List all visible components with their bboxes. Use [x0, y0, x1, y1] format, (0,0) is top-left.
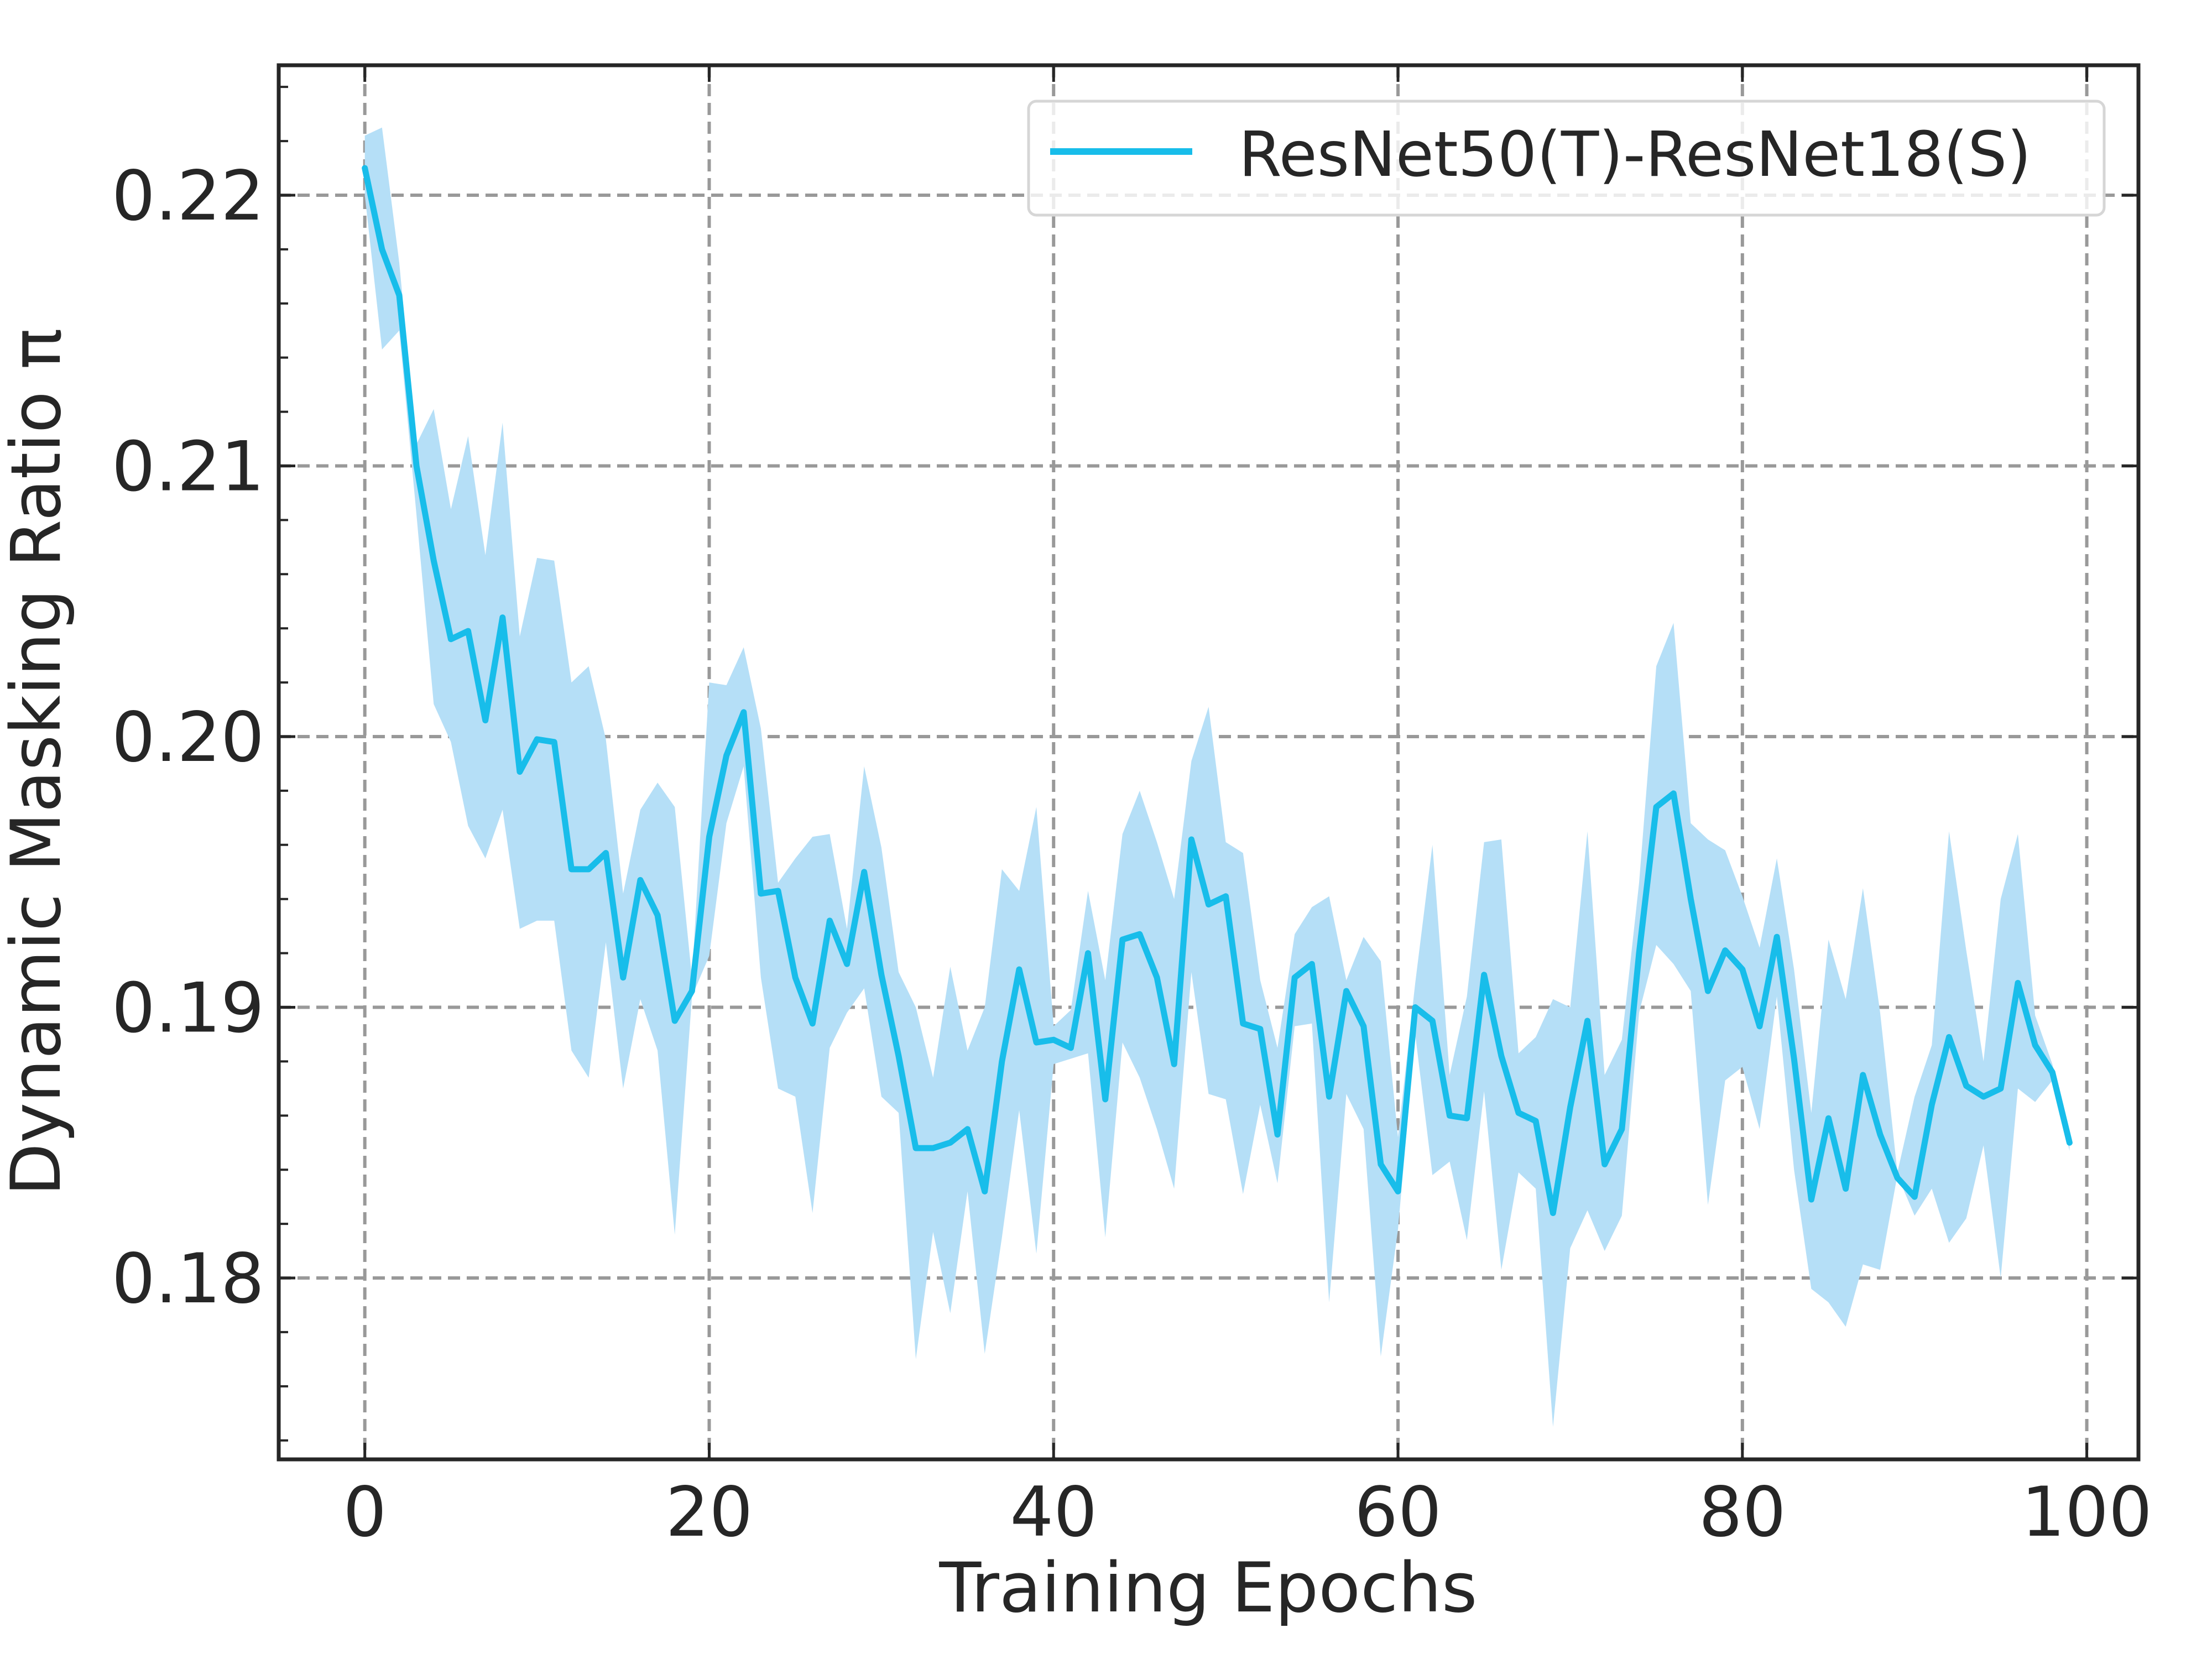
- x-tick-label: 20: [666, 1473, 753, 1552]
- series-line-layer: [362, 165, 2073, 1216]
- legend: ResNet50(T)-ResNet18(S): [1027, 100, 2106, 217]
- y-tick-label: 0.21: [112, 427, 264, 507]
- x-tick-label: 0: [343, 1473, 387, 1552]
- x-tick-label: 100: [2021, 1473, 2152, 1552]
- y-tick-label: 0.18: [112, 1239, 264, 1319]
- y-tick-label: 0.19: [112, 969, 264, 1048]
- plot-frame: [276, 63, 2141, 1462]
- axis-ticks: [279, 65, 2138, 1459]
- y-tick-label: 0.22: [112, 156, 264, 236]
- x-tick-label: 80: [1699, 1473, 1786, 1552]
- x-tick-label: 60: [1354, 1473, 1442, 1552]
- confidence-band-layer: [364, 127, 2070, 1427]
- y-axis-label: Dynamic Masking Ratio π: [0, 328, 76, 1196]
- y-tick-label: 0.20: [112, 698, 264, 778]
- confidence-band: [364, 127, 2070, 1427]
- x-tick-labels: 0 20 40 60 80 100: [343, 1473, 2152, 1552]
- y-tick-labels: 0.18 0.19 0.20 0.21 0.22: [112, 156, 264, 1319]
- series-line: [362, 165, 2073, 1216]
- x-tick-label: 40: [1010, 1473, 1097, 1552]
- legend-box: [1027, 100, 2106, 217]
- x-axis-label: Training Epochs: [939, 1548, 1478, 1628]
- legend-label: ResNet50(T)-ResNet18(S): [1239, 119, 2031, 191]
